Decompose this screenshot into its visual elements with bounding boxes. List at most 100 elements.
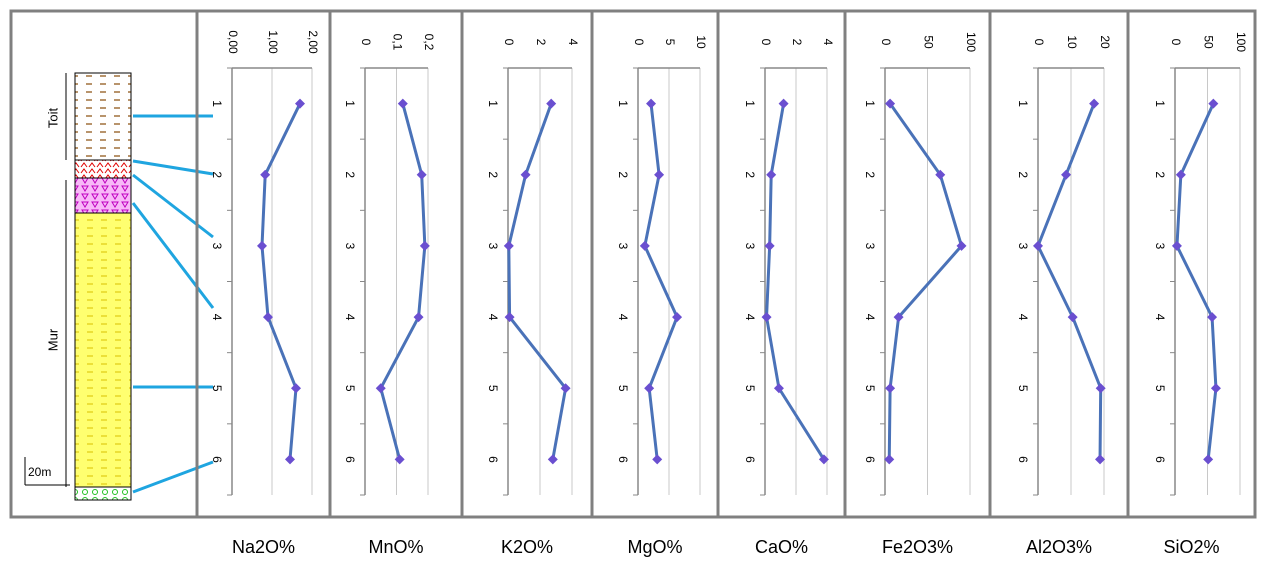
magenta-layer: [74, 177, 132, 214]
x-tick-label: 4: [566, 39, 580, 46]
floor-layer: [74, 212, 132, 488]
category-label: 5: [616, 385, 630, 392]
x-tick-label: 2: [534, 39, 548, 46]
data-point: [1061, 169, 1072, 180]
category-label: 2: [863, 171, 877, 178]
category-label: 1: [863, 100, 877, 107]
chart-title: SiO2%: [1163, 537, 1219, 557]
category-label: 1: [616, 100, 630, 107]
category-label: 4: [210, 314, 224, 321]
data-point: [520, 169, 531, 180]
data-point: [766, 169, 777, 180]
category-label: 5: [1016, 385, 1030, 392]
frame: [9, 9, 1257, 519]
x-tick-label: 0: [359, 39, 373, 46]
data-point: [1095, 383, 1106, 394]
category-label: 5: [210, 385, 224, 392]
x-tick-label: 2,00: [306, 30, 320, 54]
chart-title: Na2O%: [232, 537, 295, 557]
x-tick-label: 4: [821, 39, 835, 46]
data-point: [773, 383, 784, 394]
data-point: [504, 312, 515, 323]
data-line: [765, 103, 826, 461]
data-point: [885, 383, 896, 394]
x-tick-label: 0,00: [226, 30, 240, 54]
roof-layer: [74, 72, 132, 161]
data-point: [260, 169, 271, 180]
chart-title: MgO%: [627, 537, 682, 557]
data-point: [285, 454, 295, 465]
category-label: 3: [343, 243, 357, 250]
category-label: 3: [1153, 243, 1167, 250]
data-point: [1067, 312, 1078, 323]
data-point: [1095, 454, 1106, 465]
data-line: [260, 102, 302, 460]
data-line: [507, 103, 568, 460]
category-label: 3: [863, 243, 877, 250]
data-point: [884, 454, 895, 465]
data-point: [1203, 454, 1214, 465]
data-line: [1036, 103, 1103, 460]
category-label: 1: [1153, 100, 1167, 107]
category-label: 1: [343, 100, 357, 107]
category-label: 3: [1016, 243, 1030, 250]
category-label: 3: [210, 243, 224, 250]
data-point: [652, 454, 663, 465]
category-label: 2: [210, 171, 224, 178]
category-label: 5: [863, 385, 877, 392]
x-tick-label: 0: [502, 39, 516, 46]
category-label: 5: [743, 385, 757, 392]
category-label: 6: [343, 456, 357, 463]
data-point: [644, 383, 655, 394]
category-label: 2: [743, 171, 757, 178]
x-tick-label: 0: [759, 39, 773, 46]
data-point: [1207, 312, 1218, 323]
x-tick-label: 5: [663, 39, 677, 46]
category-label: 1: [1016, 100, 1030, 107]
data-point: [885, 98, 896, 109]
data-point: [654, 169, 665, 180]
data-point: [956, 240, 967, 251]
green-layer: [74, 486, 132, 501]
data-point: [764, 240, 775, 251]
category-label: 3: [486, 243, 500, 250]
data-point: [935, 169, 946, 180]
scale-label: 20m: [28, 465, 51, 479]
category-label: 5: [486, 385, 500, 392]
chart-title: Fe2O3%: [882, 537, 953, 557]
category-label: 5: [1153, 385, 1167, 392]
data-point: [546, 98, 557, 109]
x-tick-label: 0: [1169, 39, 1183, 46]
category-label: 3: [743, 243, 757, 250]
data-point: [893, 312, 904, 323]
data-point: [397, 98, 408, 109]
data-point: [394, 454, 405, 465]
data-point: [778, 98, 789, 109]
category-label: 6: [486, 456, 500, 463]
category-label: 1: [210, 100, 224, 107]
sample-connectors: [131, 114, 215, 494]
category-label: 5: [343, 385, 357, 392]
x-tick-label: 2: [790, 39, 804, 46]
x-tick-label: 100: [964, 32, 978, 52]
data-point: [1175, 169, 1186, 180]
data-point: [560, 383, 571, 394]
x-tick-label: 10: [1065, 35, 1079, 49]
data-point: [1208, 98, 1219, 109]
x-tick-label: 20: [1098, 35, 1112, 49]
category-label: 4: [863, 314, 877, 321]
category-label: 1: [486, 100, 500, 107]
data-point: [1033, 240, 1043, 251]
category-label: 2: [343, 171, 357, 178]
category-label: 4: [1016, 314, 1030, 321]
floor-label: Mur: [45, 328, 60, 351]
x-tick-label: 50: [921, 35, 935, 49]
category-label: 1: [743, 100, 757, 107]
data-point: [1171, 240, 1182, 251]
lithology-column: Toit Mur 20m: [24, 72, 215, 501]
chart-title: K2O%: [501, 537, 553, 557]
category-label: 6: [743, 456, 757, 463]
data-line: [1175, 102, 1218, 460]
data-point: [413, 312, 424, 323]
